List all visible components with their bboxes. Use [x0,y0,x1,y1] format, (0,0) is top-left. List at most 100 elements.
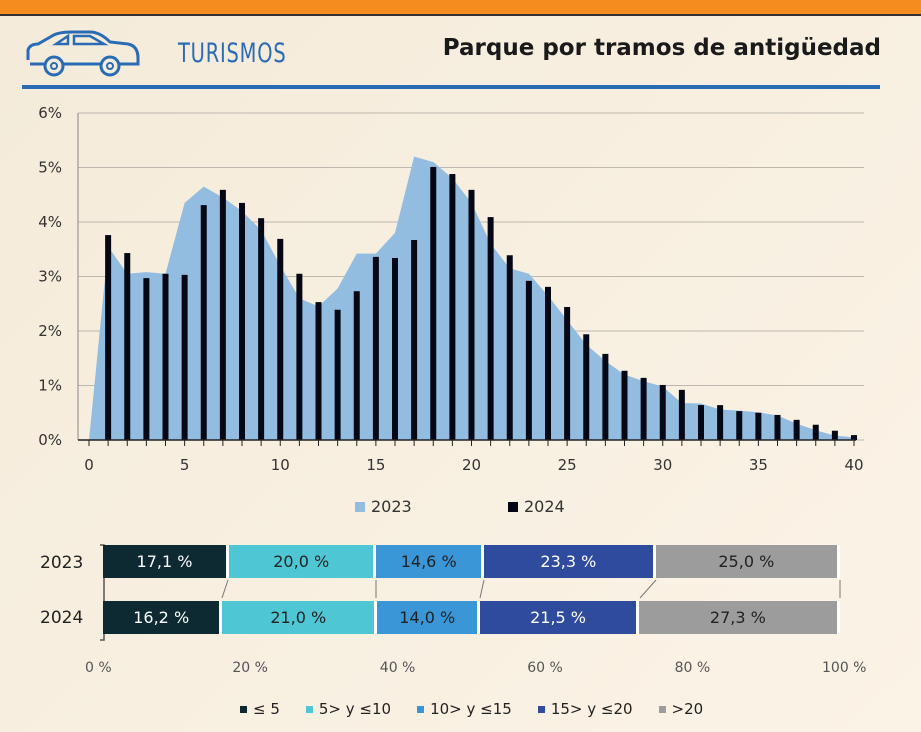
x-tick-label: 20 % [232,660,268,676]
legend-item: 5> y ≤10 [305,700,392,718]
y-tick-label: 4% [38,213,62,231]
legend-label: 2023 [371,497,412,516]
legend-swatch [240,705,247,713]
x-tick-label: 5 [180,456,190,474]
legend-item: 15> y ≤20 [537,700,633,718]
y-tick-label: 5% [38,159,62,177]
bar-2024 [181,274,188,440]
segment-4: 25,0 % [655,545,840,578]
x-tick-label: 35 [749,456,768,474]
bar-2024 [105,235,112,440]
legend-label: 5> y ≤10 [318,700,392,718]
header-divider [22,85,880,89]
bar-2024 [851,435,857,440]
legend-label: >20 [671,700,704,718]
x-tick-label: 100 % [822,660,867,676]
bar-2024 [392,257,398,440]
bar-2024 [315,302,322,440]
bar-2024 [602,353,609,440]
legend-label: 15> y ≤20 [550,700,633,718]
legend-item-2024: 2024 [508,497,565,516]
row-label-2024: 2024 [40,608,84,628]
bar-2024 [200,205,207,440]
bar-2024 [277,238,284,440]
segment-0: 17,1 % [103,545,230,578]
legend-swatch [417,705,425,713]
legend-swatch [305,705,313,713]
bar-2024 [143,278,150,440]
legend-label: 10> y ≤15 [430,700,512,718]
stacked-legend: ≤ 5 5> y ≤10 10> y ≤15 15> y ≤20 >20 [240,700,703,718]
bar-2024 [353,291,360,440]
bar-2024 [564,307,571,440]
bar-2024 [258,218,265,440]
bar-2024 [334,309,341,440]
page-title: Parque por tramos de antigüedad [442,35,881,61]
legend-item: 10> y ≤15 [417,700,512,718]
top-accent-bar [0,0,921,16]
legend-swatch [508,501,518,512]
age-distribution-chart: 0% 1% 2% 3% 4% 5% 6% 0 5 10 15 20 25 30 35 40 [38,104,864,474]
segment-3: 23,3 % [484,545,656,578]
legend-swatch [537,705,545,713]
x-tick-label: 40 [844,456,863,474]
bar-2024 [525,280,532,440]
section-label: TURISMOS [178,38,287,69]
bar-2024 [372,256,379,440]
segment-4: 27,3 % [638,601,840,634]
x-tick-label: 80 % [674,660,711,676]
y-tick-label: 6% [38,104,62,122]
bar-2024 [219,189,226,440]
bar-2024 [659,384,666,440]
legend-item-2023: 2023 [355,497,412,516]
bar-2024 [506,255,513,440]
bar-2024 [468,189,475,440]
bar-2024 [411,239,418,440]
legend-label: 2024 [524,497,565,516]
bar-2024 [296,273,303,440]
bar-2024 [621,370,628,440]
bar-2024 [755,412,762,440]
legend-label: ≤ 5 [253,700,280,718]
bar-2024 [736,411,743,440]
x-tick-label: 30 [653,456,672,474]
legend-swatch [355,501,365,512]
y-tick-label: 0% [38,431,62,449]
legend-swatch [658,705,666,713]
y-tick-label: 2% [38,322,62,340]
bar-2024 [583,334,590,440]
legend-item: ≤ 5 [240,700,280,718]
segment-2: 14,6 % [376,545,484,578]
x-tick-label: 15 [366,456,385,474]
x-tick-label: 0 % [85,660,112,676]
segment-1: 21,0 % [222,601,378,634]
row-label-2023: 2023 [40,553,84,573]
bar-2024 [831,430,838,440]
bar-2024 [717,405,724,440]
x-tick-label: 20 [462,456,481,474]
bar-2024 [640,377,647,440]
legend-item: >20 [658,700,704,718]
x-tick-label: 0 [84,456,94,474]
y-tick-label: 3% [38,268,62,286]
x-tick-label: 60 % [527,660,563,676]
bar-2024 [678,389,685,440]
stacked-bar-2024: 16,2 % 21,0 % 14,0 % 21,5 % 27,3 % [103,601,840,634]
bar-2024 [698,405,704,440]
segment-0: 16,2 % [103,601,223,634]
bar-2024 [239,202,245,440]
bar-2024 [449,174,456,441]
bar-2024 [430,166,437,440]
bar-2024 [774,414,781,440]
bar-2024 [793,419,800,440]
y-tick-label: 1% [38,377,62,395]
stacked-bar-2023: 17,1 % 20,0 % 14,6 % 23,3 % 25,0 % [103,545,840,578]
bar-2024 [124,253,131,440]
segment-2: 14,0 % [377,601,481,634]
x-tick-label: 10 [271,456,290,474]
car-icon [26,30,140,77]
bar-2024 [545,286,551,440]
bar-2024 [487,217,494,440]
x-tick-label: 25 [558,456,577,474]
bar-2024 [162,273,169,440]
